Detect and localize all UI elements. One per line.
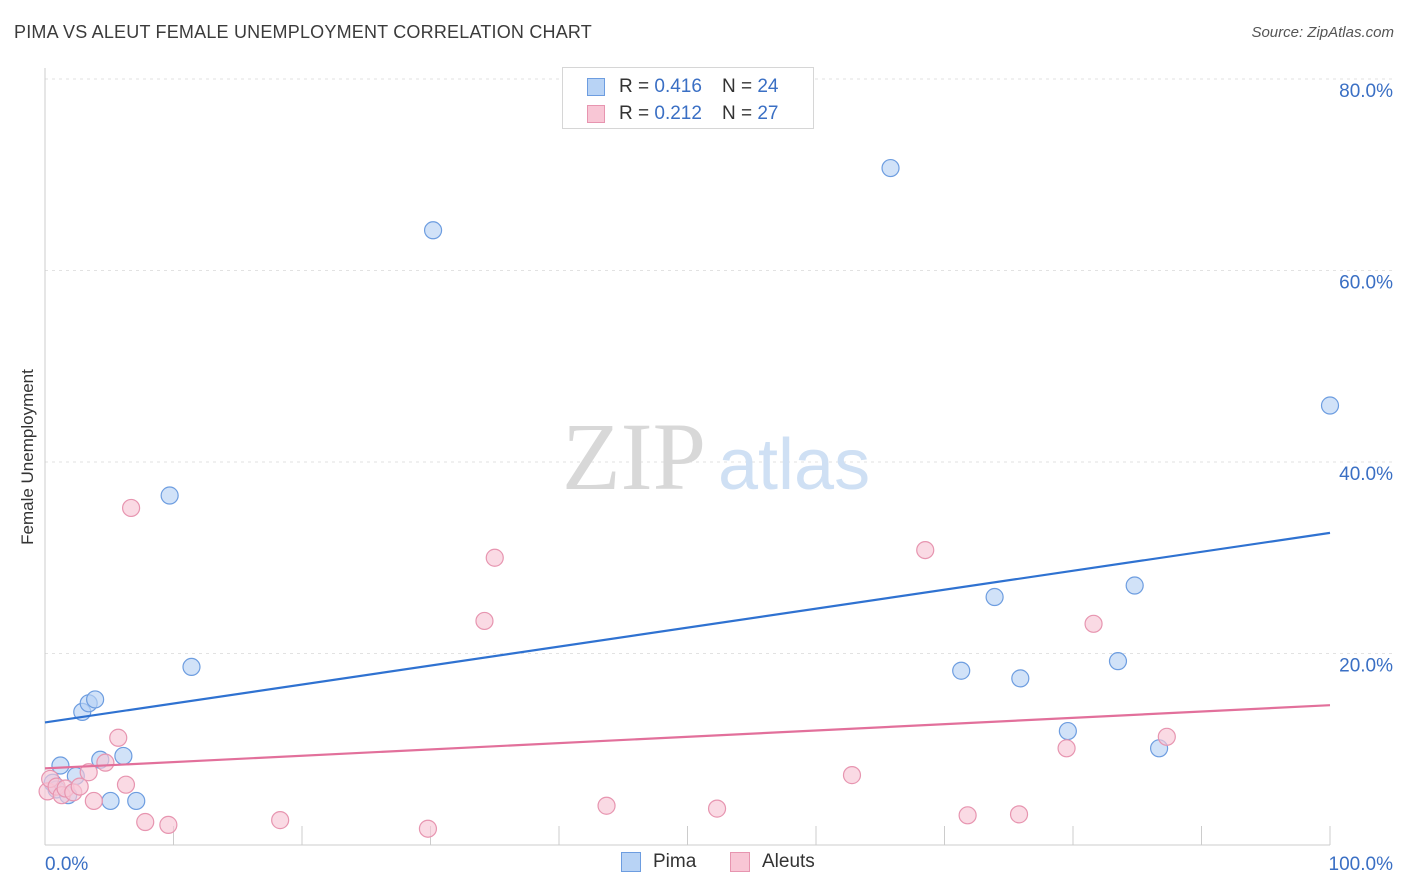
tick-labels: 20.0% 40.0% 60.0% 80.0% 0.0% 100.0% [45,81,1393,875]
pima-point-14 [423,221,443,240]
pima-point-23 [1320,396,1340,415]
aleut-point-21 [842,766,862,785]
chart-title: PIMA VS ALEUT FEMALE UNEMPLOYMENT CORREL… [14,22,592,42]
aleut-point-23 [958,806,977,825]
legend-n-value: 24 [757,76,779,97]
bottom-legend-swatch-aleuts [730,852,750,872]
legend-row-aleuts: R = 0.212 N = 27 [587,101,778,127]
y-tick-label-80: 80.0% [1339,81,1393,102]
legend-swatch-pima [587,78,605,96]
y-tick-label-40: 40.0% [1339,464,1393,485]
pima-point-20 [1108,652,1128,671]
bottom-legend-label-aleuts: Aleuts [762,851,815,872]
pima-point-16 [952,661,971,680]
pima-point-17 [985,587,1004,607]
data-points [38,158,1340,838]
pima-point-21 [1125,576,1144,595]
legend-row-pima: R = 0.416 N = 24 [587,74,778,100]
aleut-point-11 [116,775,136,794]
legend-r-value: 0.212 [654,103,702,124]
legend-n-label: N = [721,76,753,97]
aleut-point-22 [916,540,935,560]
pima-point-15 [881,158,900,178]
y-tick-label-20: 20.0% [1339,656,1393,677]
aleut-point-6 [70,777,89,796]
legend-r-label: R = [619,76,650,97]
pima-point-7 [86,690,105,709]
bottom-legend-aleuts: Aleuts [730,851,815,873]
watermark-atlas: atlas [718,425,870,505]
bottom-legend: Pima Aleuts [0,851,1406,877]
pima-point-12 [160,486,179,505]
aleut-point-16 [418,819,438,838]
bottom-legend-pima: Pima [621,851,696,873]
legend-r-label: R = [619,103,650,124]
legend-r-value: 0.416 [654,76,702,97]
pima-point-19 [1058,721,1077,741]
legend-swatch-aleuts [587,105,605,123]
y-tick-label-60: 60.0% [1339,273,1393,294]
x-tick-label-0: 0.0% [45,854,88,875]
aleut-point-15 [271,811,290,830]
watermark-zip: ZIP [562,403,706,510]
trend-lines [44,531,1331,770]
bottom-legend-swatch-pima [621,852,641,872]
aleut-point-9 [96,753,115,772]
bottom-legend-label-pima: Pima [653,851,697,872]
aleut-point-8 [84,791,103,811]
pima-trend-line [44,531,1331,724]
legend-n-label: N = [721,103,753,124]
x-tick-label-100: 100.0% [1329,854,1394,875]
aleut-trend-line [44,704,1331,770]
legend: R = 0.416 N = 24 R = 0.212 N = 27 [562,67,814,129]
aleut-point-7 [79,763,98,782]
aleut-point-12 [121,498,141,518]
pima-point-2 [51,756,70,775]
pima-point-10 [114,746,133,766]
legend-n-value: 27 [757,103,779,124]
grid-lines [45,78,1393,654]
aleut-point-13 [136,812,155,832]
aleut-point-26 [1084,614,1103,633]
aleut-point-20 [707,799,727,818]
aleut-point-18 [485,548,504,567]
pima-point-9 [101,791,120,811]
chart-source: Source: ZipAtlas.com [1251,24,1394,41]
watermark: ZIP atlas [562,403,870,510]
aleut-point-27 [1157,727,1176,746]
pima-point-13 [182,657,201,677]
aleut-point-14 [159,815,178,834]
aleut-point-10 [109,728,128,747]
aleut-point-17 [475,611,494,631]
pima-point-11 [127,791,146,811]
aleut-point-24 [1009,805,1029,824]
aleut-point-19 [597,796,616,815]
pima-point-18 [1011,669,1030,688]
aleut-point-25 [1057,739,1076,758]
